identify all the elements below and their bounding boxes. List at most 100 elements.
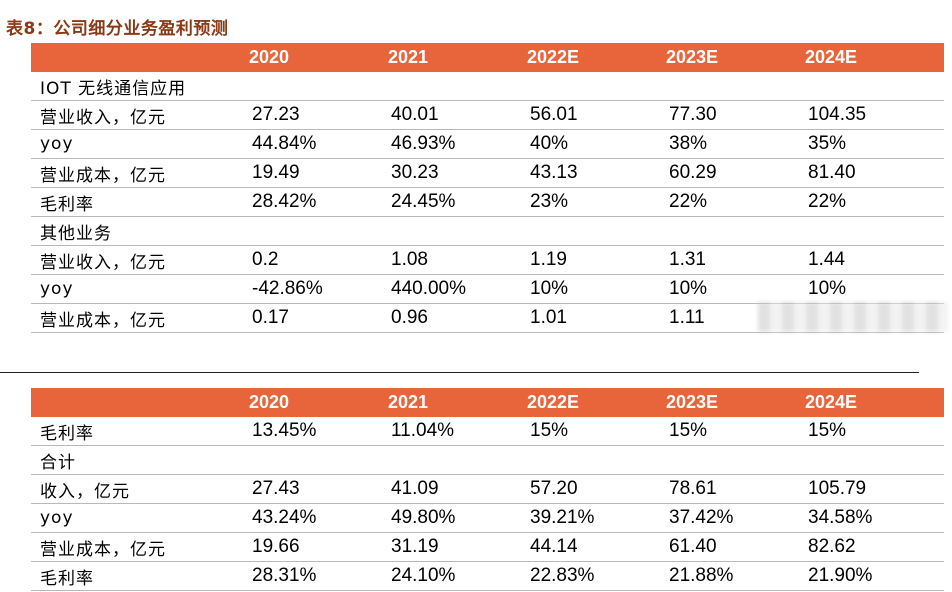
table-cell [805,216,944,246]
table-cell: 28.42% [249,187,388,217]
table-cell: 81.40 [805,158,944,188]
header-row: 2020 2021 2022E 2023E 2024E [31,43,944,72]
table-cell: 1.01 [527,303,666,333]
table-row: IOT 无线通信应用 [31,72,944,101]
table-cell: 0.2 [249,245,388,275]
table-row: 营业成本，亿元 19.49 30.23 43.13 60.29 81.40 [31,158,944,188]
table-cell [249,216,388,246]
table-row: yoy 44.84% 46.93% 40% 38% 35% [31,129,944,159]
table-cell: -42.86% [249,274,388,304]
header-cell: 2023E [666,388,805,417]
table-cell: 0.96 [388,303,527,333]
header-cell: 2021 [388,43,527,72]
header-cell: 2022E [527,388,666,417]
table-cell: 24.45% [388,187,527,217]
table-cell: 19.66 [249,532,388,562]
table-row: 收入，亿元 27.43 41.09 57.20 78.61 105.79 [31,474,944,504]
table-cell: 15% [805,417,944,446]
table-cell: 82.62 [805,532,944,562]
table-cell [527,72,666,101]
table-cell [805,72,944,101]
table-cell: 39.21% [527,503,666,533]
table-cell: 21.90% [805,561,944,591]
table-cell: 38% [666,129,805,159]
table-cell: 24.10% [388,561,527,591]
table-row: 毛利率 13.45% 11.04% 15% 15% 15% [31,417,944,446]
table-cell: 27.43 [249,474,388,504]
table-cell: 105.79 [805,474,944,504]
table-cell: 37.42% [666,503,805,533]
row-label: yoy [31,274,249,304]
table-cell [666,72,805,101]
header-cell: 2023E [666,43,805,72]
table-cell: 11.04% [388,417,527,446]
table-cell: 28.31% [249,561,388,591]
table-cell: 10% [805,274,944,304]
row-label: IOT 无线通信应用 [31,72,249,101]
table-cell: 31.19 [388,532,527,562]
table-row: 合计 [31,445,944,475]
row-label: 毛利率 [31,187,249,217]
table-cell: 23% [527,187,666,217]
header-row: 2020 2021 2022E 2023E 2024E [31,388,944,417]
table-cell [249,445,388,475]
table-cell: 19.49 [249,158,388,188]
table-cell [527,216,666,246]
table-row: 营业成本，亿元 19.66 31.19 44.14 61.40 82.62 [31,532,944,562]
table-cell: 22.83% [527,561,666,591]
row-label: 收入，亿元 [31,474,249,504]
table-caption: 表8：公司细分业务盈利预测 [6,19,229,39]
table-cell: 440.00% [388,274,527,304]
table-row: 营业收入，亿元 0.2 1.08 1.19 1.31 1.44 [31,245,944,275]
table-row: yoy -42.86% 440.00% 10% 10% 10% [31,274,944,304]
table-cell: 40% [527,129,666,159]
table-cell: 22% [666,187,805,217]
row-label: 营业收入，亿元 [31,245,249,275]
table-row: 毛利率 28.42% 24.45% 23% 22% 22% [31,187,944,217]
table-cell: 0.17 [249,303,388,333]
header-cell: 2024E [805,388,944,417]
table-row: 毛利率 28.31% 24.10% 22.83% 21.88% 21.90% [31,561,944,591]
profit-forecast-table-2: 2020 2021 2022E 2023E 2024E 毛利率 13.45% 11.… [31,388,944,591]
watermark [758,302,948,332]
header-cell [31,388,249,417]
header-cell [31,43,249,72]
table-cell [527,445,666,475]
row-label: yoy [31,129,249,159]
table-cell: 49.80% [388,503,527,533]
table-cell [249,72,388,101]
table-cell [666,216,805,246]
row-label: 营业收入，亿元 [31,100,249,130]
table-cell: 41.09 [388,474,527,504]
table-cell: 10% [527,274,666,304]
table-cell: 22% [805,187,944,217]
table-cell: 15% [527,417,666,446]
row-label: 营业成本，亿元 [31,303,249,333]
table-cell: 35% [805,129,944,159]
header-cell: 2022E [527,43,666,72]
table-cell: 13.45% [249,417,388,446]
table-cell: 1.44 [805,245,944,275]
table-cell: 44.14 [527,532,666,562]
table-cell: 44.84% [249,129,388,159]
row-label: 营业成本，亿元 [31,158,249,188]
row-label: 毛利率 [31,417,249,446]
table-cell: 78.61 [666,474,805,504]
table-cell [666,445,805,475]
profit-forecast-table-1: 2020 2021 2022E 2023E 2024E IOT 无线通信应用 营业… [31,43,944,333]
table-cell: 1.08 [388,245,527,275]
row-label: 合计 [31,445,249,475]
table-cell: 40.01 [388,100,527,130]
table-cell: 60.29 [666,158,805,188]
row-label: 毛利率 [31,561,249,591]
row-label: 营业成本，亿元 [31,532,249,562]
table-cell: 104.35 [805,100,944,130]
header-cell: 2020 [249,43,388,72]
table-cell: 43.13 [527,158,666,188]
table-cell: 1.19 [527,245,666,275]
table-cell: 15% [666,417,805,446]
table-cell: 30.23 [388,158,527,188]
table-cell: 46.93% [388,129,527,159]
table-cell: 56.01 [527,100,666,130]
table-cell [388,445,527,475]
